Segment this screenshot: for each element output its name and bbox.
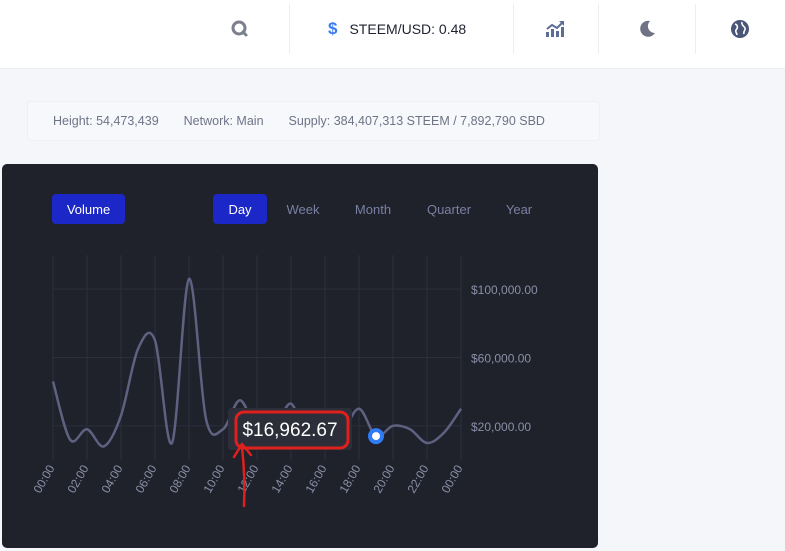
divider: [513, 4, 514, 54]
search-icon[interactable]: [225, 14, 255, 44]
price-label: STEEM/USD: 0.48: [349, 21, 467, 37]
x-tick-label: 10:00: [200, 462, 227, 495]
tab-month[interactable]: Month: [354, 201, 392, 217]
volume-chart-card: [2, 164, 598, 548]
x-tick-label: 06:00: [132, 462, 159, 495]
block-height: Height: 54,473,439: [53, 114, 159, 128]
divider: [695, 4, 696, 54]
tab-year[interactable]: Year: [505, 201, 533, 217]
tab-day[interactable]: Day: [213, 194, 267, 224]
x-tick-label: 14:00: [268, 462, 295, 495]
annotation-arrow-head: [232, 442, 253, 459]
divider: [598, 4, 599, 54]
network-label: Network: Main: [183, 114, 264, 128]
x-tick-label: 00:00: [30, 462, 57, 495]
globe-icon[interactable]: [725, 14, 755, 44]
top-bar: $ STEEM/USD: 0.48: [0, 0, 785, 69]
x-tick-label: 04:00: [98, 462, 125, 495]
x-tick-label: 20:00: [370, 462, 397, 495]
chain-stats-bar: Height: 54,473,439 Network: Main Supply:…: [27, 101, 600, 141]
chart-icon[interactable]: [540, 14, 570, 44]
x-tick-label: 16:00: [302, 462, 329, 495]
y-tick-label: $60,000.00: [471, 352, 531, 366]
x-tick-label: 02:00: [64, 462, 91, 495]
x-tick-label: 18:00: [336, 462, 363, 495]
y-tick-label: $100,000.00: [471, 283, 538, 297]
volume-series-line: [51, 277, 463, 448]
tab-quarter[interactable]: Quarter: [426, 201, 472, 217]
tab-week[interactable]: Week: [286, 201, 320, 217]
x-tick-label: 00:00: [438, 462, 465, 495]
x-tick-label: 22:00: [404, 462, 431, 495]
annotation-arrow: [240, 445, 246, 508]
volume-button[interactable]: Volume: [52, 194, 125, 224]
y-tick-label: $20,000.00: [471, 420, 531, 434]
x-tick-label: 12:00: [234, 462, 261, 495]
price-ticker[interactable]: $ STEEM/USD: 0.48: [328, 14, 466, 44]
tooltip-value: $16,962.67: [242, 420, 337, 441]
tooltip-box: [228, 408, 352, 450]
annotation-circle: [234, 410, 350, 450]
x-tick-label: 08:00: [166, 462, 193, 495]
dollar-icon: $: [328, 19, 338, 38]
moon-icon[interactable]: [632, 14, 662, 44]
highlight-point-center: [372, 432, 380, 441]
divider: [289, 4, 290, 54]
supply-label: Supply: 384,407,313 STEEM / 7,892,790 SB…: [288, 114, 545, 128]
